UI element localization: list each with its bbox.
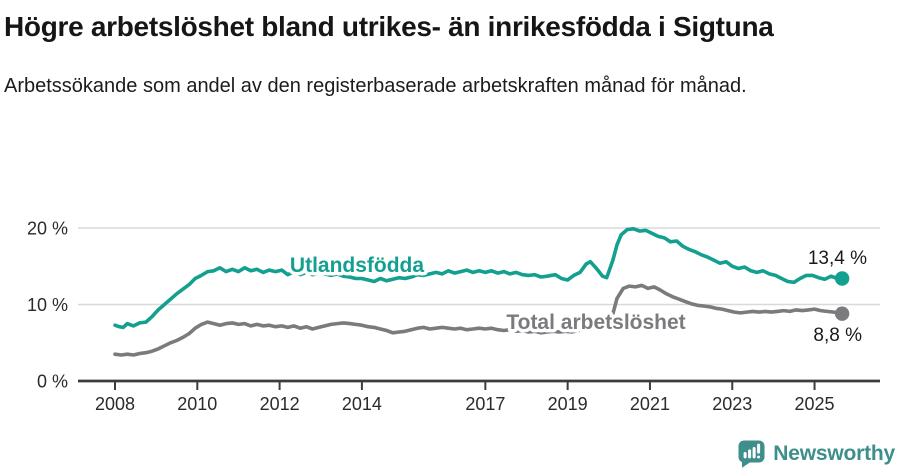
series-label-utlandsf-dda: Utlandsfödda <box>290 254 424 277</box>
bar-chart-glyph <box>743 452 747 459</box>
series-label-total-arbetsl-shet: Total arbetslöshet <box>506 311 685 334</box>
x-tick-label: 2008 <box>95 394 135 414</box>
unemployment-line-chart: 0 % 10 % 20 % Utlandsfödda Total arbetslöshe… <box>27 219 880 414</box>
x-tick-label: 2014 <box>342 394 382 414</box>
x-tick-label: 2012 <box>260 394 300 414</box>
y-axis-label: 10 % <box>27 295 68 315</box>
y-axis-label: 20 % <box>27 219 68 239</box>
x-tick-label: 2019 <box>548 394 588 414</box>
series-line-utlandsf-dda <box>113 226 844 330</box>
newsworthy-logo: Newsworthy <box>737 439 895 468</box>
y-axis-label: 0 % <box>37 372 68 392</box>
series-line-total-arbetsl-shet <box>113 283 844 357</box>
x-tick-label: 2017 <box>465 394 505 414</box>
newsworthy-logo-icon <box>738 440 765 468</box>
series-end-dot-utlandsf-dda <box>834 271 850 286</box>
series-end-label-utlandsf-dda: 13,4 % <box>808 248 867 269</box>
x-tick-label: 2025 <box>795 394 835 414</box>
chart-subtitle: Arbetssökande som andel av den registerb… <box>4 75 747 97</box>
x-tick-label: 2021 <box>630 394 670 414</box>
x-tick-label: 2023 <box>712 394 752 414</box>
x-tick-label: 2010 <box>177 394 217 414</box>
newsworthy-logo-text: Newsworthy <box>773 441 895 465</box>
page-title: Högre arbetslöshet bland utrikes- än inr… <box>4 11 774 42</box>
series-end-dot-total-arbetsl-shet <box>834 306 850 321</box>
series-end-label-total-arbetsl-shet: 8,8 % <box>813 325 862 346</box>
exclamation-glyph <box>757 443 761 454</box>
